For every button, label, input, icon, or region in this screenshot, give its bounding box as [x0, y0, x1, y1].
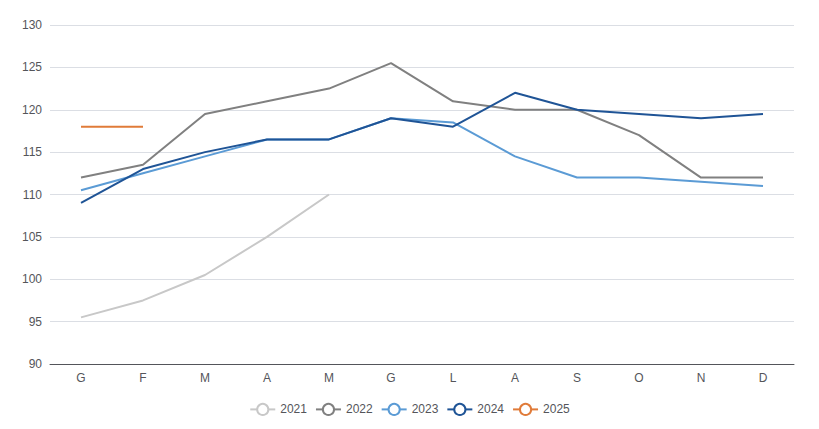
svg-text:2023: 2023	[412, 402, 439, 416]
svg-text:100: 100	[22, 272, 42, 286]
svg-text:115: 115	[23, 145, 42, 159]
svg-text:95: 95	[29, 315, 43, 329]
svg-text:S: S	[573, 371, 581, 385]
svg-text:O: O	[634, 371, 643, 385]
svg-text:M: M	[324, 371, 334, 385]
svg-text:L: L	[450, 371, 457, 385]
svg-text:M: M	[200, 371, 210, 385]
svg-text:2024: 2024	[477, 402, 504, 416]
svg-text:110: 110	[23, 188, 42, 202]
svg-text:90: 90	[29, 357, 43, 371]
svg-text:F: F	[139, 371, 146, 385]
svg-text:2022: 2022	[346, 402, 373, 416]
svg-text:130: 130	[22, 18, 42, 32]
svg-text:A: A	[263, 371, 271, 385]
svg-text:105: 105	[22, 230, 42, 244]
svg-text:120: 120	[22, 103, 42, 117]
svg-text:2021: 2021	[280, 402, 307, 416]
svg-text:2025: 2025	[543, 402, 570, 416]
svg-text:125: 125	[22, 60, 42, 74]
svg-text:G: G	[386, 371, 395, 385]
svg-text:D: D	[759, 371, 768, 385]
svg-text:A: A	[511, 371, 519, 385]
svg-text:G: G	[76, 371, 85, 385]
svg-text:N: N	[697, 371, 706, 385]
